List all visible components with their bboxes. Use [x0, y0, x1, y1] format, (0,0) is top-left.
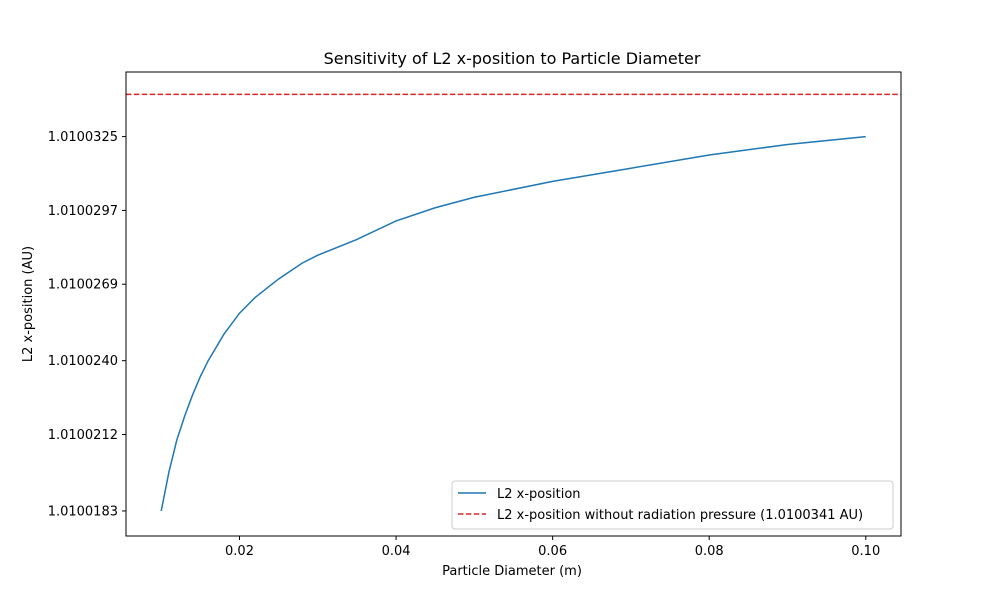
plot-frame [125, 71, 902, 537]
y-axis-ticks: 1.0100183 1.0100212 1.0100240 1.0100269 1.01… [48, 130, 126, 519]
x-tick-label: 0.06 [538, 544, 567, 559]
y-tick-label: 1.0100325 [48, 130, 118, 145]
legend: L2 x-position L2 x-position without radi… [451, 480, 894, 530]
chart-title: Sensitivity of L2 x-position to Particle… [324, 49, 701, 68]
plot-lines [126, 93, 901, 512]
y-tick-label: 1.0100240 [48, 354, 118, 369]
y-axis-label: L2 x-position (AU) [21, 246, 36, 362]
legend-label-series-0: L2 x-position [497, 487, 581, 502]
x-axis-ticks: 0.02 0.04 0.06 0.08 0.10 [225, 536, 880, 559]
x-tick-label: 0.10 [851, 544, 880, 559]
legend-box [451, 480, 894, 530]
y-tick-label: 1.0100212 [48, 428, 118, 443]
x-tick-label: 0.02 [225, 544, 254, 559]
series-line-l2-x-position [160, 135, 866, 512]
legend-label-series-1: L2 x-position without radiation pressure… [497, 508, 863, 523]
x-tick-label: 0.08 [695, 544, 724, 559]
x-axis-label: Particle Diameter (m) [442, 564, 582, 579]
y-tick-label: 1.0100269 [48, 278, 118, 293]
x-tick-label: 0.04 [382, 544, 411, 559]
y-tick-label: 1.0100297 [48, 204, 118, 219]
y-tick-label: 1.0100183 [48, 504, 118, 519]
